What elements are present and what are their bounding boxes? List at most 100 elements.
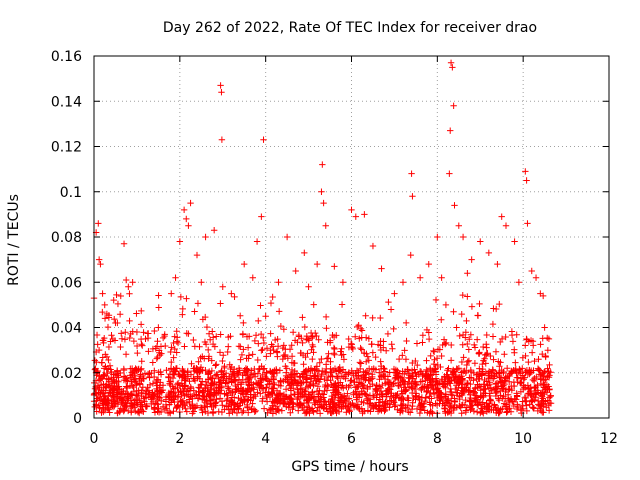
data-point (421, 407, 428, 414)
data-point (376, 369, 383, 376)
data-point (206, 393, 213, 400)
data-point (103, 383, 110, 391)
data-point (523, 402, 530, 409)
data-point (398, 402, 406, 410)
data-point (259, 397, 266, 405)
data-point (462, 407, 470, 414)
data-point (353, 383, 360, 391)
data-point (434, 233, 441, 241)
data-point (381, 401, 388, 409)
data-point (510, 402, 518, 410)
y-tick-label: 0.1 (60, 185, 82, 201)
data-point (122, 276, 130, 284)
data-point (154, 408, 161, 415)
data-point (125, 283, 132, 290)
data-point (170, 354, 177, 361)
data-point (528, 349, 536, 356)
data-point (105, 406, 112, 413)
data-point (535, 355, 542, 363)
data-point (547, 393, 554, 400)
data-point (134, 408, 142, 416)
data-point (446, 388, 454, 396)
data-point (179, 305, 186, 313)
data-point (519, 398, 526, 405)
data-point (504, 405, 512, 413)
data-point (432, 296, 440, 304)
data-point (450, 102, 457, 109)
data-point (166, 378, 174, 385)
data-point (310, 372, 318, 380)
data-point (467, 402, 475, 410)
data-point (467, 331, 475, 338)
data-point (364, 385, 371, 393)
data-point (109, 389, 117, 397)
data-point (483, 405, 491, 412)
data-point (298, 386, 306, 393)
data-point (138, 390, 145, 398)
data-point (354, 323, 361, 331)
data-point (191, 343, 199, 350)
data-point (208, 386, 215, 393)
data-point (154, 382, 161, 389)
data-point (183, 399, 191, 407)
data-point (345, 343, 353, 351)
data-point (519, 405, 527, 413)
data-point (495, 358, 502, 365)
data-point (290, 384, 297, 392)
data-point (300, 378, 307, 386)
data-point (302, 387, 309, 395)
data-point (215, 375, 222, 382)
data-point (304, 335, 312, 343)
data-point (500, 400, 508, 407)
data-point (227, 333, 234, 340)
data-point (163, 367, 170, 374)
data-point (451, 202, 458, 209)
data-point (143, 387, 151, 395)
data-point (288, 342, 295, 349)
data-point (525, 338, 533, 345)
data-point (350, 378, 358, 386)
data-point (94, 341, 101, 348)
data-point (319, 161, 326, 168)
y-axis-label: ROTI / TECUs (6, 194, 22, 286)
data-point (447, 127, 454, 134)
data-point (440, 336, 448, 343)
data-point (234, 403, 241, 410)
data-point (212, 402, 219, 409)
data-point (206, 368, 213, 375)
data-point (323, 405, 330, 413)
data-point (305, 283, 312, 290)
data-point (280, 392, 288, 399)
data-point (99, 337, 107, 344)
data-point (490, 356, 497, 363)
data-point (301, 323, 309, 331)
data-point (514, 403, 522, 411)
data-point (380, 365, 387, 373)
data-point (528, 397, 535, 405)
data-point (104, 323, 112, 331)
data-point (95, 220, 102, 227)
data-point (124, 407, 132, 415)
data-point (318, 188, 325, 195)
data-point (128, 382, 136, 389)
data-point (108, 332, 115, 339)
data-point (170, 339, 177, 347)
data-point (117, 292, 124, 300)
data-point (494, 260, 501, 268)
data-point (196, 392, 203, 399)
data-point (293, 379, 301, 386)
data-point (309, 355, 316, 363)
data-point (195, 388, 202, 396)
data-point (350, 389, 357, 397)
data-point (154, 353, 161, 361)
data-point (390, 369, 398, 376)
data-point (243, 333, 251, 340)
data-point (220, 377, 227, 384)
data-point (98, 387, 105, 394)
data-point (473, 336, 481, 343)
data-point (369, 375, 376, 382)
data-point (213, 333, 220, 340)
data-point (389, 345, 396, 352)
data-point (357, 365, 364, 373)
data-point (322, 368, 329, 375)
